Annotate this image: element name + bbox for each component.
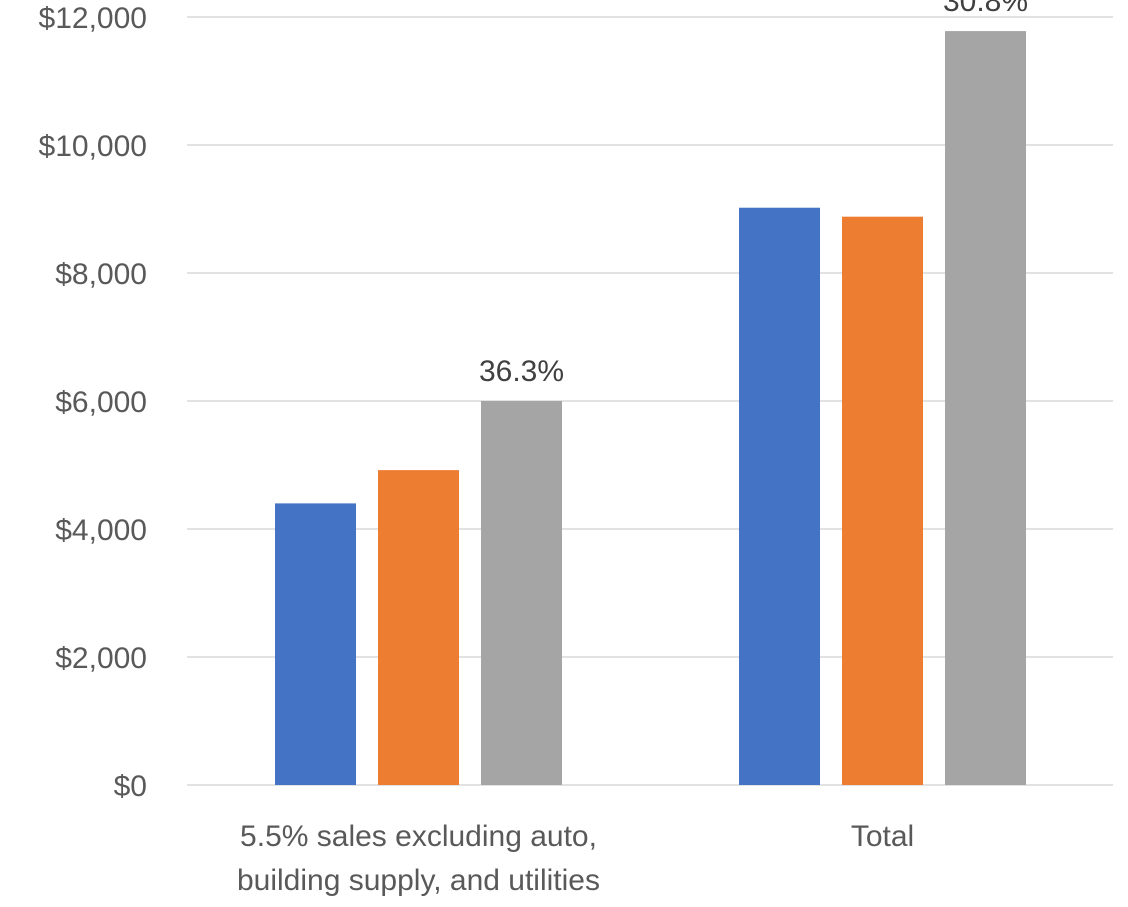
- y-tick-label: $6,000: [55, 386, 147, 419]
- y-tick-label: $8,000: [55, 258, 147, 291]
- category-label: building supply, and utilities: [237, 864, 600, 897]
- category-label: Total: [851, 820, 914, 853]
- bars: [275, 31, 1026, 786]
- y-tick-label: $12,000: [39, 2, 147, 35]
- bar: [378, 470, 459, 785]
- bar: [945, 31, 1026, 785]
- y-tick-label: $4,000: [55, 514, 147, 547]
- data-label: 30.8%: [943, 0, 1028, 18]
- bar: [739, 207, 820, 786]
- data-labels: 36.3% 30.8%: [479, 0, 1028, 388]
- category-labels: 5.5% sales excluding auto, building suppl…: [237, 820, 914, 897]
- bar: [842, 216, 923, 785]
- y-axis-tick-labels: $0 $2,000 $4,000 $6,000 $8,000 $10,000 $12,000: [39, 2, 147, 803]
- data-label: 36.3%: [479, 355, 564, 388]
- bar: [481, 401, 562, 785]
- y-tick-label: $2,000: [55, 642, 147, 675]
- y-tick-label: $0: [114, 770, 147, 803]
- y-tick-label: $10,000: [39, 130, 147, 163]
- category-label: 5.5% sales excluding auto,: [240, 820, 597, 853]
- bar: [275, 503, 356, 785]
